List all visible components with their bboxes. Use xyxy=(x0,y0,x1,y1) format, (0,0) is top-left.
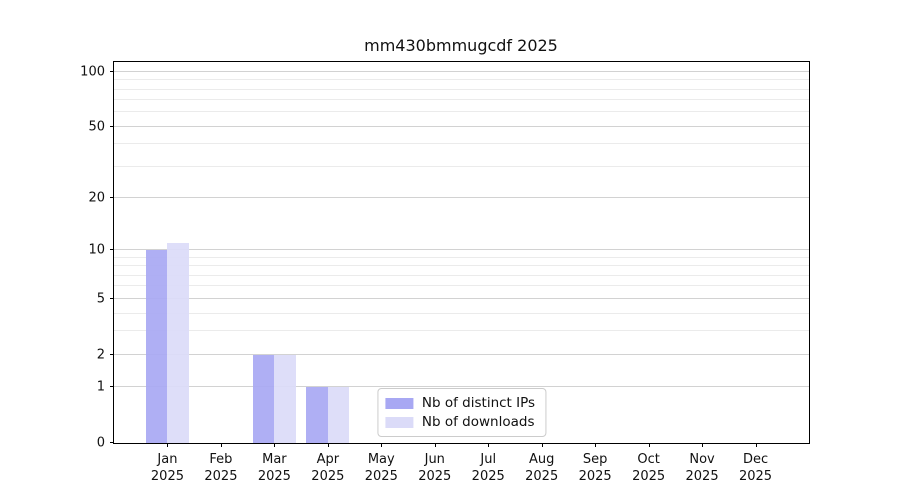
legend: Nb of distinct IPs Nb of downloads xyxy=(376,388,547,437)
x-axis-tick-label: Sep 2025 xyxy=(578,452,612,484)
gridline-major xyxy=(114,249,809,251)
x-axis-tick-label: Mar 2025 xyxy=(257,452,291,484)
x-axis-tick-label: Dec 2025 xyxy=(738,452,773,484)
chart-title: mm430bmmugcdf 2025 xyxy=(364,36,558,55)
gridline-minor xyxy=(114,256,809,258)
gridline-minor xyxy=(114,143,809,145)
x-axis-tick xyxy=(327,443,329,447)
bar-mar-distinct-ips xyxy=(252,354,275,443)
x-axis-tick-label: May 2025 xyxy=(364,452,398,484)
gridline-major xyxy=(114,197,809,199)
y-axis-tick-label: 0 xyxy=(96,435,105,451)
gridline-minor xyxy=(114,99,809,101)
y-axis-tick xyxy=(110,386,114,388)
x-axis-tick xyxy=(541,443,543,447)
y-axis-tick xyxy=(110,70,114,72)
gridline-minor xyxy=(114,274,809,276)
y-axis-tick-label: 50 xyxy=(88,119,105,135)
y-axis-tick xyxy=(110,297,114,299)
y-axis-tick xyxy=(110,249,114,251)
bar-apr-distinct-ips xyxy=(306,387,328,443)
bar-apr-downloads xyxy=(327,387,350,443)
gridline-major xyxy=(114,353,809,355)
x-axis-tick-label: Jun 2025 xyxy=(418,452,452,484)
legend-item-downloads: Nb of downloads xyxy=(384,414,535,430)
x-axis-tick xyxy=(167,443,169,447)
x-axis-tick xyxy=(381,443,383,447)
x-axis-tick-label: Jul 2025 xyxy=(471,452,505,484)
y-axis-tick xyxy=(110,125,114,127)
gridline-major xyxy=(114,386,809,388)
x-axis-tick xyxy=(595,443,597,447)
legend-label-downloads: Nb of downloads xyxy=(421,414,535,430)
y-axis-tick xyxy=(110,197,114,199)
bar-jan-downloads xyxy=(167,243,189,443)
bar-mar-downloads xyxy=(274,354,296,443)
x-axis-tick-label: Jan 2025 xyxy=(150,452,184,484)
gridline-major xyxy=(114,70,809,72)
x-axis-tick xyxy=(755,443,757,447)
x-axis-tick xyxy=(220,443,222,447)
y-axis-tick-label: 20 xyxy=(88,190,105,206)
y-axis-tick-label: 5 xyxy=(96,291,105,307)
x-axis-tick-label: Apr 2025 xyxy=(311,452,345,484)
x-axis-tick xyxy=(648,443,650,447)
x-axis-tick-label: Nov 2025 xyxy=(685,452,719,484)
gridline-minor xyxy=(114,88,809,90)
legend-item-distinct-ips: Nb of distinct IPs xyxy=(384,395,536,411)
x-axis-tick xyxy=(434,443,436,447)
legend-swatch-distinct-ips-icon xyxy=(384,397,413,409)
y-axis-tick-label: 100 xyxy=(80,64,105,80)
x-axis-tick xyxy=(274,443,276,447)
x-axis-tick xyxy=(702,443,704,447)
y-axis-tick xyxy=(110,353,114,355)
y-axis-tick-label: 10 xyxy=(88,242,105,258)
x-axis-tick xyxy=(488,443,490,447)
x-axis-tick-label: Aug 2025 xyxy=(525,452,559,484)
x-axis-tick-label: Feb 2025 xyxy=(204,452,238,484)
y-axis-tick xyxy=(110,442,114,443)
gridline-minor xyxy=(114,265,809,267)
gridline-minor xyxy=(114,79,809,81)
gridline-minor xyxy=(114,285,809,287)
plot-area: Dec 2025 Nov 2025 Oct 2025 Sep 2025 Aug 2025 Jul 20… xyxy=(80,61,810,484)
gridline-minor xyxy=(114,330,809,332)
y-axis-tick-label: 1 xyxy=(96,379,105,395)
gridline-minor xyxy=(114,111,809,113)
y-axis-tick-label: 2 xyxy=(96,347,105,363)
legend-label-distinct-ips: Nb of distinct IPs xyxy=(421,395,536,411)
x-axis-tick-label: Oct 2025 xyxy=(632,452,666,484)
bar-jan-distinct-ips xyxy=(146,250,168,443)
gridline-minor xyxy=(114,312,809,314)
gridline-minor xyxy=(114,165,809,167)
legend-swatch-downloads-icon xyxy=(384,416,413,428)
gridline-major xyxy=(114,297,809,299)
gridline-major xyxy=(114,125,809,127)
